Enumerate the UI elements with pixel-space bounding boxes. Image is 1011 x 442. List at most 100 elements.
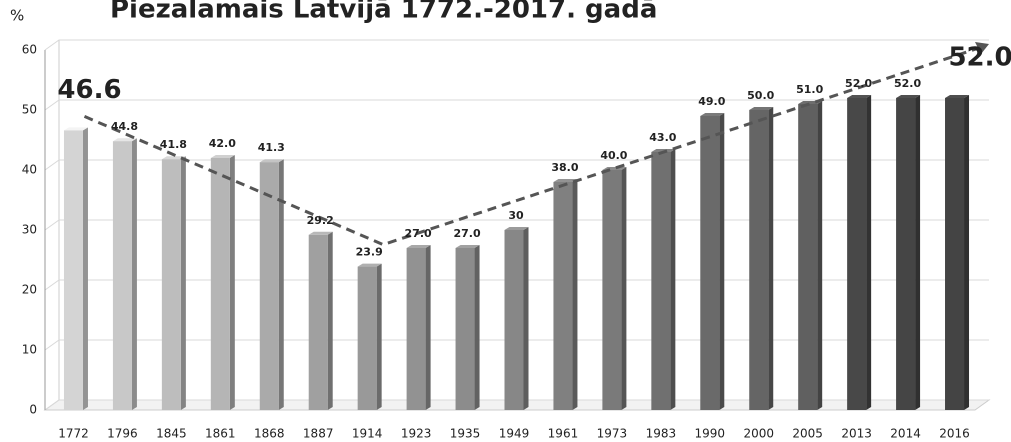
bar	[553, 179, 578, 410]
y-tick-label: 30	[22, 223, 37, 237]
data-label: 29.2	[307, 214, 334, 227]
bar-side	[866, 95, 872, 410]
bar-top	[112, 138, 137, 142]
bar-top	[161, 156, 186, 160]
x-tick-label: 1845	[156, 427, 187, 441]
bar-front	[847, 98, 867, 410]
bar	[112, 138, 137, 410]
grid-line	[44, 339, 989, 351]
y-tick-label: 20	[22, 283, 37, 297]
bar-front	[406, 248, 426, 410]
bar	[602, 167, 627, 410]
x-tick-label: 1983	[646, 427, 677, 441]
bar-side	[82, 127, 88, 411]
bar-side	[817, 101, 823, 410]
x-tick-label: 1914	[352, 427, 383, 441]
data-label: 44.8	[111, 120, 138, 133]
bar-front	[455, 248, 475, 410]
bar-front	[553, 182, 573, 410]
x-tick-label: 1935	[450, 427, 481, 441]
bar	[63, 127, 88, 411]
x-tick-label: 1949	[499, 427, 530, 441]
bar	[896, 95, 921, 410]
data-label: 30	[508, 209, 524, 222]
bar	[504, 227, 529, 410]
data-label: 41.3	[258, 141, 285, 154]
bar-front	[504, 230, 524, 410]
bar	[308, 231, 333, 410]
bar-front	[700, 116, 720, 410]
bar-side	[180, 156, 186, 410]
grid-line	[44, 279, 989, 291]
y-axis-label: %	[10, 7, 24, 25]
data-label: 27.0	[453, 227, 480, 240]
x-tick-label: 2005	[792, 427, 823, 441]
bar-top	[259, 159, 284, 163]
bar-top	[63, 127, 88, 131]
bar-front	[308, 234, 328, 410]
bar-front	[945, 98, 965, 410]
data-label: 43.0	[649, 131, 676, 144]
bar-front	[112, 141, 132, 410]
bar	[847, 95, 872, 410]
data-label: 27.0	[405, 227, 432, 240]
bar-side	[719, 113, 725, 410]
bar	[455, 245, 480, 410]
bar-side	[915, 95, 921, 410]
grid-line	[44, 219, 989, 231]
bar-front	[63, 130, 83, 410]
bar-side	[523, 227, 529, 410]
bar-side	[327, 231, 333, 410]
bar-front	[259, 162, 279, 410]
bar-side	[229, 155, 235, 410]
bar-top	[651, 149, 676, 152]
trend-line	[83, 44, 986, 247]
bar-front	[798, 104, 818, 410]
bar-side	[376, 263, 382, 410]
bar	[945, 95, 970, 410]
data-label: 40.0	[600, 149, 627, 162]
x-tick-label: 1796	[107, 427, 138, 441]
bar-front	[749, 110, 769, 410]
y-tick-label: 50	[22, 103, 37, 117]
x-tick-label: 1887	[303, 427, 334, 441]
data-label: 49.0	[698, 95, 725, 108]
x-tick-label: 2000	[743, 427, 774, 441]
y-tick-label: 0	[29, 403, 37, 417]
bar-top	[308, 231, 333, 235]
bar	[798, 101, 823, 410]
bar-top	[700, 113, 725, 116]
bar-side	[425, 245, 431, 410]
bar-front	[357, 266, 377, 410]
annotation: 52.0	[948, 43, 1011, 73]
x-tick-label: 1990	[695, 427, 726, 441]
bar	[700, 113, 725, 410]
x-tick-label: 1923	[401, 427, 432, 441]
data-label: 52.0	[845, 77, 872, 90]
bar-side	[964, 95, 970, 410]
bar	[749, 107, 774, 410]
bar-side	[621, 167, 627, 410]
data-label: 38.0	[551, 161, 578, 174]
grid-line	[44, 99, 989, 111]
grid-line	[44, 39, 989, 51]
bar-side	[768, 107, 774, 410]
bar	[210, 155, 235, 410]
data-label: 51.0	[796, 83, 823, 96]
x-tick-label: 1868	[254, 427, 285, 441]
bar-top	[504, 227, 529, 230]
chart-title: Piezalamais Latvijā 1772.-2017. gadā	[110, 0, 657, 25]
bar	[357, 263, 382, 410]
bar-front	[896, 98, 916, 410]
bar-front	[210, 158, 230, 410]
bar-top	[749, 107, 774, 110]
bar-side	[474, 245, 480, 410]
bar	[406, 245, 431, 410]
bar-top	[210, 155, 235, 158]
bar-front	[602, 170, 622, 410]
x-tick-label: 1961	[548, 427, 579, 441]
data-label: 23.9	[356, 246, 383, 259]
data-label: 42.0	[209, 137, 236, 150]
data-label: 41.8	[160, 138, 187, 151]
bar-top	[896, 95, 921, 98]
